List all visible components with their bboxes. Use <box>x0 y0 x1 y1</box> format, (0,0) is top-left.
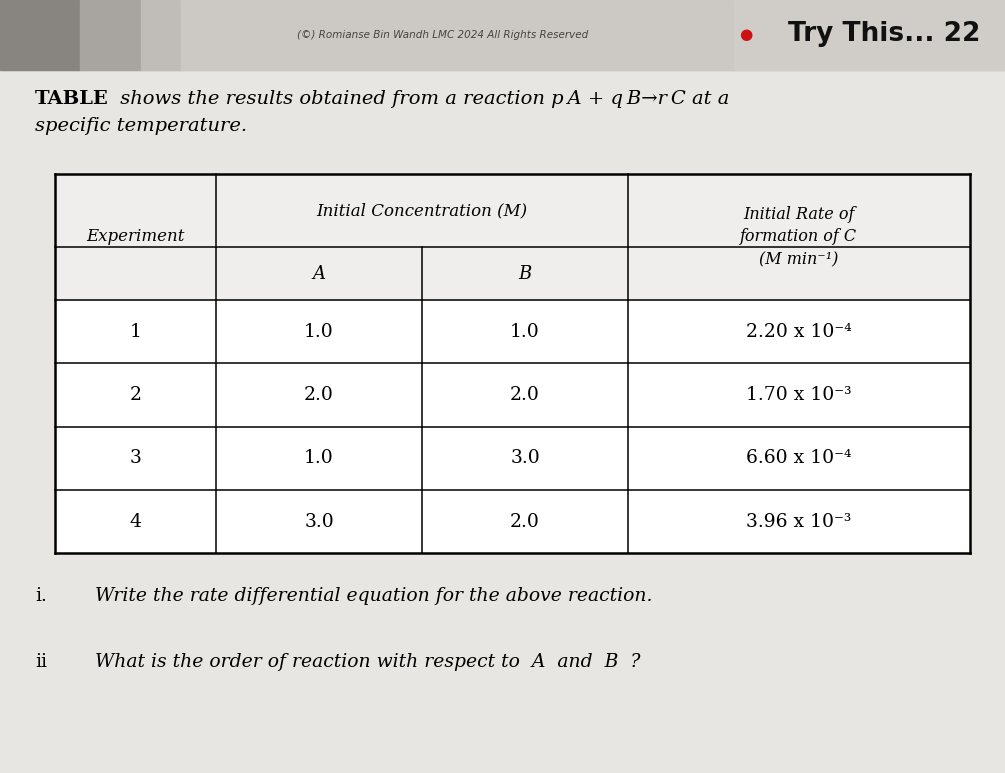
Bar <box>0 0 1005 70</box>
Text: shows the results obtained from a reaction p A + q B→r C at a: shows the results obtained from a reacti… <box>114 90 729 108</box>
Text: TABLE: TABLE <box>35 90 109 108</box>
Text: 2: 2 <box>130 386 142 404</box>
Text: 2.20 x 10⁻⁴: 2.20 x 10⁻⁴ <box>746 322 852 341</box>
Text: specific temperature.: specific temperature. <box>35 117 247 135</box>
Bar <box>55 174 970 300</box>
Text: 1.0: 1.0 <box>305 322 334 341</box>
Text: ii: ii <box>35 652 47 671</box>
Text: 3.0: 3.0 <box>305 512 334 531</box>
Text: 4: 4 <box>130 512 142 531</box>
Text: Initial Concentration (M): Initial Concentration (M) <box>317 203 528 219</box>
Bar <box>80 0 141 70</box>
Text: 6.60 x 10⁻⁴: 6.60 x 10⁻⁴ <box>747 449 851 468</box>
Text: Write the rate differential equation for the above reaction.: Write the rate differential equation for… <box>95 587 653 605</box>
Text: 2.0: 2.0 <box>511 386 540 404</box>
Text: 3: 3 <box>130 449 142 468</box>
Bar <box>55 174 970 553</box>
Text: i.: i. <box>35 587 47 605</box>
Text: 2.0: 2.0 <box>511 512 540 531</box>
Text: Experiment: Experiment <box>86 229 185 245</box>
Text: 2.0: 2.0 <box>305 386 334 404</box>
Text: 1.0: 1.0 <box>511 322 540 341</box>
Text: 3.96 x 10⁻³: 3.96 x 10⁻³ <box>747 512 851 531</box>
Bar <box>141 0 181 70</box>
Text: 1.70 x 10⁻³: 1.70 x 10⁻³ <box>746 386 852 404</box>
Text: 3.0: 3.0 <box>511 449 540 468</box>
Bar <box>0 0 80 70</box>
Text: 1.0: 1.0 <box>305 449 334 468</box>
Text: (©) Romianse Bin Wandh LMC 2024 All Rights Reserved: (©) Romianse Bin Wandh LMC 2024 All Righ… <box>296 30 588 39</box>
Text: A: A <box>313 264 326 283</box>
Text: 1: 1 <box>130 322 142 341</box>
Bar <box>734 0 1005 70</box>
Text: B: B <box>519 264 532 283</box>
Text: ●: ● <box>739 26 752 42</box>
Text: What is the order of reaction with respect to  A  and  B  ?: What is the order of reaction with respe… <box>95 652 641 671</box>
Text: Initial Rate of
formation of C
(M min⁻¹): Initial Rate of formation of C (M min⁻¹) <box>741 206 857 268</box>
Bar <box>181 0 734 70</box>
Text: Try This... 22: Try This... 22 <box>788 21 980 47</box>
